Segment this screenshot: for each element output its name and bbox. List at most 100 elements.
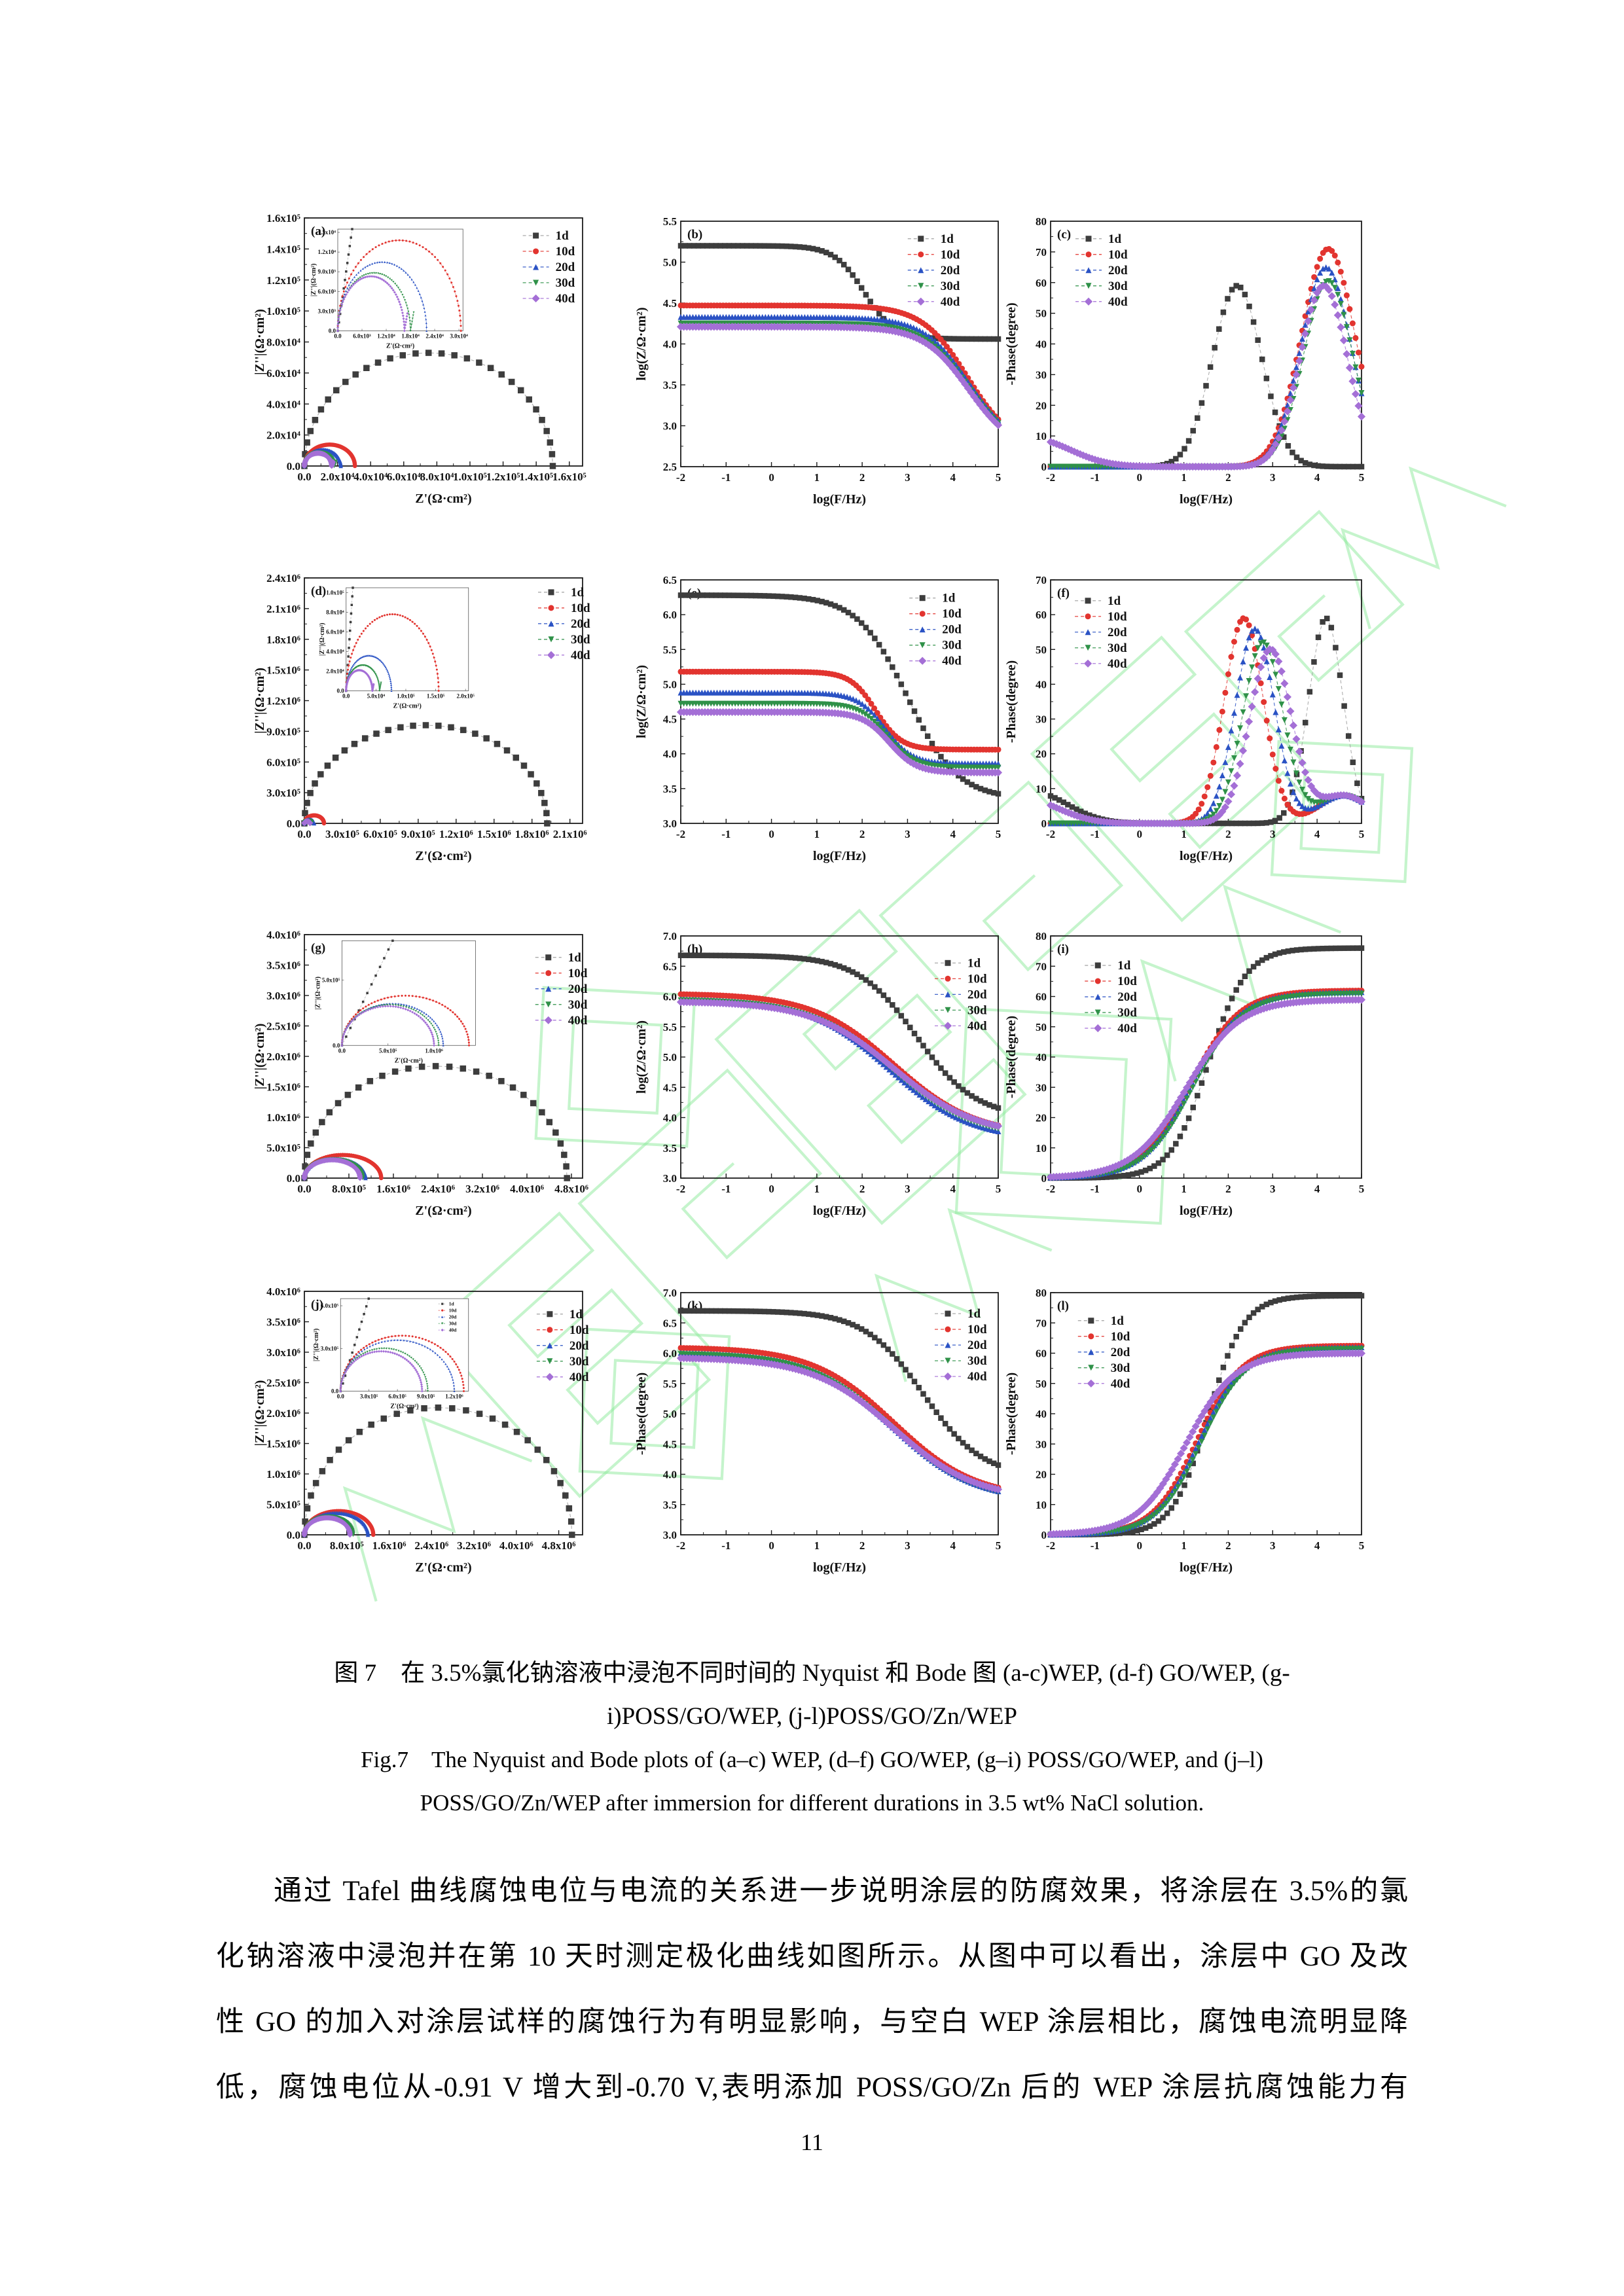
svg-text:80: 80 <box>1036 930 1047 942</box>
svg-text:1: 1 <box>1181 828 1187 840</box>
svg-text:1.2x10⁴: 1.2x10⁴ <box>377 332 395 339</box>
svg-text:20d: 20d <box>967 988 987 1001</box>
svg-text:3.0x10⁵: 3.0x10⁵ <box>266 787 300 799</box>
svg-text:6.0x10⁵: 6.0x10⁵ <box>363 828 397 840</box>
svg-text:2.0x10⁵: 2.0x10⁵ <box>456 693 475 700</box>
svg-text:1.2x10⁵: 1.2x10⁵ <box>486 471 520 483</box>
svg-text:2: 2 <box>859 1183 865 1195</box>
svg-text:1.0x10⁵: 1.0x10⁵ <box>453 471 487 483</box>
svg-text:(f): (f) <box>1057 586 1070 600</box>
svg-text:4.8x10⁶: 4.8x10⁶ <box>554 1183 588 1195</box>
svg-text:Z'(Ω·cm²): Z'(Ω·cm²) <box>395 1057 423 1064</box>
svg-text:0: 0 <box>768 1183 774 1195</box>
caption-en-line1: Fig.7 The Nyquist and Bode plots of (a–c… <box>361 1747 1263 1772</box>
svg-text:0.0: 0.0 <box>329 327 336 334</box>
svg-text:6.0x10⁵: 6.0x10⁵ <box>266 756 300 768</box>
svg-text:10d: 10d <box>556 245 575 259</box>
svg-text:1.4x10⁵: 1.4x10⁵ <box>519 471 553 483</box>
plot-b: -2 -1 0 1 2 3 4 5 2.5 3.0 3.5 4.0 4.5 5.0 5.5 log(F/Hz)… <box>632 213 1028 512</box>
svg-text:6.0x10⁴: 6.0x10⁴ <box>326 629 344 636</box>
inset-plot-j: 0.0 3.0x10⁵ 6.0x10⁵ 9.0x10⁵ 1.2x10⁶0.03.0x10… <box>313 1297 469 1410</box>
svg-text:2: 2 <box>859 828 865 840</box>
svg-text:1.6x10⁵: 1.6x10⁵ <box>266 212 300 224</box>
svg-text:4.0: 4.0 <box>663 338 677 351</box>
svg-text:0.0: 0.0 <box>297 471 311 483</box>
svg-text:Z'(Ω·cm²): Z'(Ω·cm²) <box>415 492 471 506</box>
svg-text:|Z''|(Ω·cm²): |Z''|(Ω·cm²) <box>253 1024 267 1090</box>
plot-e: -2 -1 0 1 2 3 4 5 3.0 3.5 4.0 4.5 5.0 5.5 6.0 6.5 log(F/… <box>632 572 1028 869</box>
legend-g: 1d 10d 20d 30d 40d <box>535 951 588 1028</box>
svg-text:(g): (g) <box>311 941 325 955</box>
svg-text:-2: -2 <box>676 1183 685 1195</box>
svg-text:log(F/Hz): log(F/Hz) <box>813 492 866 507</box>
svg-text:(c): (c) <box>1057 228 1071 242</box>
svg-text:3.0x10³: 3.0x10³ <box>318 308 336 314</box>
svg-text:1.8x10⁶: 1.8x10⁶ <box>266 634 300 646</box>
caption-zh-line2: i)POSS/GO/WEP, (j-l)POSS/GO/Zn/WEP <box>606 1703 1017 1730</box>
svg-text:log(F/Hz): log(F/Hz) <box>1180 849 1233 863</box>
svg-text:0.0: 0.0 <box>338 1047 346 1054</box>
svg-text:40: 40 <box>1036 678 1047 691</box>
svg-text:10d: 10d <box>941 248 960 262</box>
svg-text:50: 50 <box>1036 643 1047 656</box>
svg-text:8.0x10⁵: 8.0x10⁵ <box>332 1183 366 1195</box>
svg-text:3: 3 <box>905 828 911 840</box>
svg-text:40d: 40d <box>1108 657 1127 671</box>
caption-zh-line1: 图 7 在 3.5%氯化钠溶液中浸泡不同时间的 Nyquist 和 Bode 图… <box>334 1660 1290 1687</box>
svg-text:4: 4 <box>950 1183 956 1195</box>
svg-text:1.8x10⁴: 1.8x10⁴ <box>401 332 420 339</box>
svg-text:10d: 10d <box>571 601 590 615</box>
svg-text:5.5: 5.5 <box>663 215 677 228</box>
svg-text:4: 4 <box>950 828 956 840</box>
svg-text:1.0x10⁵: 1.0x10⁵ <box>266 305 300 317</box>
svg-text:|Z''|(Ω·cm²): |Z''|(Ω·cm²) <box>253 309 267 375</box>
svg-text:5: 5 <box>996 828 1001 840</box>
page-number: 11 <box>801 2129 823 2155</box>
figure-caption: 图 7 在 3.5%氯化钠溶液中浸泡不同时间的 Nyquist 和 Bode 图… <box>0 1652 1624 1825</box>
svg-text:2.0x10⁴: 2.0x10⁴ <box>326 668 344 675</box>
svg-text:6.0: 6.0 <box>663 609 677 621</box>
svg-text:1.5x10⁶: 1.5x10⁶ <box>477 828 511 840</box>
svg-text:1d: 1d <box>967 956 981 970</box>
body-paragraph: 通过 Tafel 曲线腐蚀电位与电流的关系进一步说明涂层的防腐效果，将涂层在 3… <box>216 1859 1408 2121</box>
svg-text:0.0: 0.0 <box>297 1183 311 1195</box>
svg-text:5.0: 5.0 <box>663 678 677 691</box>
svg-text:5.0x10⁵: 5.0x10⁵ <box>266 1142 300 1155</box>
svg-text:3.5: 3.5 <box>663 379 677 391</box>
svg-text:(d): (d) <box>311 584 326 598</box>
svg-text:2.4x10⁴: 2.4x10⁴ <box>425 332 444 339</box>
svg-text:3.2x10⁶: 3.2x10⁶ <box>465 1183 499 1195</box>
svg-text:1.6x10⁶: 1.6x10⁶ <box>376 1183 410 1195</box>
svg-text:0.0: 0.0 <box>337 688 345 694</box>
plot-c: -2 -1 0 1 2 3 4 5 0 10 20 30 40 50 60 70 80 log(F/Hz) -Pha… <box>1001 213 1391 512</box>
svg-text:0.0: 0.0 <box>287 1172 300 1185</box>
svg-text:|Z''|(Ω·cm²): |Z''|(Ω·cm²) <box>253 668 267 734</box>
body-line: 通过 Tafel 曲线腐蚀电位与电流的关系进一步说明涂层的防腐效果，将涂层在 3… <box>274 1876 1408 1907</box>
svg-text:5: 5 <box>996 471 1001 484</box>
inset-plot-a: 0.0 6.0x10³ 1.2x10⁴ 1.8x10⁴ 2.4x10⁴ 3.0x10⁴ 0.… <box>310 228 468 350</box>
svg-text:6.0: 6.0 <box>663 991 677 1003</box>
svg-text:10: 10 <box>1036 783 1047 795</box>
svg-text:5.0x10⁵: 5.0x10⁵ <box>379 1047 397 1054</box>
svg-text:4.0x10⁶: 4.0x10⁶ <box>510 1183 544 1195</box>
svg-text:-2: -2 <box>1046 1183 1055 1195</box>
svg-text:30: 30 <box>1036 713 1047 726</box>
svg-text:10d: 10d <box>1108 610 1127 624</box>
svg-text:8.0x10⁴: 8.0x10⁴ <box>420 471 454 483</box>
svg-text:3: 3 <box>1270 828 1276 840</box>
svg-text:20: 20 <box>1036 1112 1047 1124</box>
svg-text:4.0: 4.0 <box>663 748 677 761</box>
svg-text:4: 4 <box>1314 828 1320 840</box>
svg-text:40d: 40d <box>568 1014 588 1028</box>
svg-text:3: 3 <box>905 471 911 484</box>
svg-text:1: 1 <box>1181 1183 1187 1195</box>
svg-text:70: 70 <box>1036 574 1047 586</box>
svg-text:2.4x10⁶: 2.4x10⁶ <box>421 1183 455 1195</box>
svg-text:1.0x10⁵: 1.0x10⁵ <box>326 590 344 596</box>
svg-text:0.0: 0.0 <box>287 817 300 830</box>
svg-text:(i): (i) <box>1057 942 1069 956</box>
svg-text:2.1x10⁶: 2.1x10⁶ <box>266 603 300 615</box>
svg-text:50: 50 <box>1036 1021 1047 1033</box>
